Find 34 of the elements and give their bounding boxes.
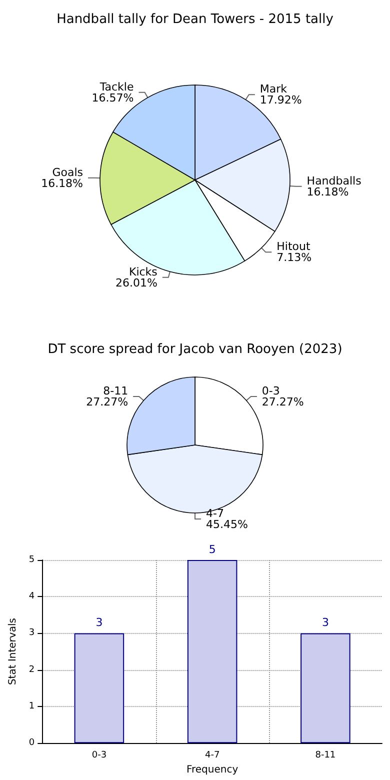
slice-label: 4-7 bbox=[206, 507, 224, 520]
data-label: 5 bbox=[208, 543, 216, 556]
data-label: 7.13% bbox=[276, 251, 312, 264]
slice-label: 8-11 bbox=[103, 384, 128, 398]
data-label: 27.27% bbox=[262, 396, 304, 409]
y-tick-label: 0 bbox=[28, 738, 35, 748]
x-tick-label: 4-7 bbox=[204, 750, 220, 761]
slice-label: Mark bbox=[260, 82, 288, 96]
slice-label: Handballs bbox=[306, 174, 362, 188]
x-tick-label: 8-11 bbox=[315, 750, 336, 761]
chart-title: DT score spread for Jacob van Rooyen (2023) bbox=[48, 342, 342, 357]
y-tick-label: 5 bbox=[28, 555, 35, 565]
x-tick-label: 0-3 bbox=[92, 750, 107, 761]
y-tick-label: 2 bbox=[28, 664, 35, 675]
data-label: 3 bbox=[96, 616, 103, 630]
y-axis-title: Stat Intervals bbox=[8, 618, 18, 686]
y-tick-label: 1 bbox=[28, 701, 35, 712]
data-label: 27.27% bbox=[86, 396, 128, 409]
slice-label: Kicks bbox=[128, 265, 158, 278]
data-label: 16.18% bbox=[41, 176, 84, 190]
data-label: 16.18% bbox=[306, 185, 349, 198]
data-label: 17.92% bbox=[260, 94, 302, 107]
slice-label: Tackle bbox=[98, 80, 134, 94]
chart-title: Handball tally for Dean Towers - 2015 tally bbox=[56, 12, 334, 27]
slice-label: Goals bbox=[52, 166, 84, 179]
slice-label: Hitout bbox=[276, 240, 311, 254]
data-label: 3 bbox=[322, 616, 329, 630]
data-label: 45.45% bbox=[206, 518, 248, 531]
slice-label: 0-3 bbox=[262, 384, 280, 398]
data-label: 26.01% bbox=[115, 276, 158, 290]
y-tick-label: 3 bbox=[28, 628, 35, 638]
data-label: 16.57% bbox=[92, 91, 134, 104]
x-axis-title: Frequency bbox=[186, 764, 238, 776]
y-tick-label: 4 bbox=[28, 592, 35, 602]
